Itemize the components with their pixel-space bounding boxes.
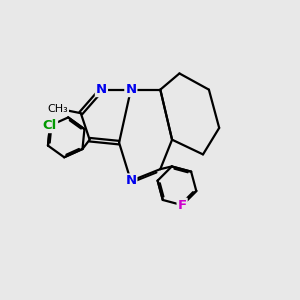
Text: F: F [178,199,187,212]
Text: Cl: Cl [43,119,57,132]
Text: N: N [125,174,136,188]
Text: N: N [96,83,107,96]
Text: CH₃: CH₃ [47,103,68,113]
Text: N: N [125,83,136,96]
